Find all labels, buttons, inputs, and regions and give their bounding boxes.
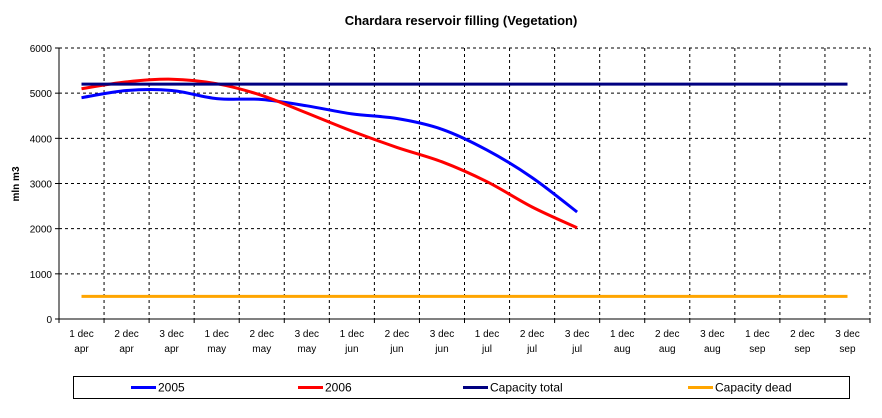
legend-label-2006: 2006 [325, 381, 352, 395]
y-axis-label: mln m3 [11, 166, 22, 201]
x-tick-label: 2 dec may [250, 329, 274, 355]
legend: 2005 2006 Capacity total Capacity dead [73, 376, 850, 399]
y-tick-label: 3000 [30, 180, 53, 191]
x-tick-label: 1 dec may [204, 329, 228, 355]
x-tick-label: 3 dec sep [835, 329, 859, 355]
x-tick-label: 3 dec apr [159, 329, 183, 355]
x-tick-label: 3 dec aug [700, 329, 724, 355]
y-tick-labels: 0 1000 2000 3000 4000 5000 6000 [30, 44, 53, 326]
x-tick-label: 3 dec jun [430, 329, 454, 355]
x-tick-labels: 1 dec apr 2 dec apr 3 dec apr 1 dec may 2 dec may… [69, 329, 859, 355]
x-tick-label: 2 dec apr [114, 329, 138, 355]
y-tick-label: 6000 [30, 44, 53, 55]
legend-label-capacity-total: Capacity total [490, 381, 563, 395]
x-tick-label: 1 dec apr [69, 329, 93, 355]
series-line-2006 [81, 77, 578, 230]
y-tick-label: 4000 [30, 134, 53, 145]
axes [55, 47, 871, 323]
x-tick-label: 2 dec aug [655, 329, 679, 355]
x-tick-label: 1 dec jun [340, 329, 364, 355]
x-tick-label: 1 dec jul [475, 329, 499, 355]
x-tick-label: 3 dec jul [565, 329, 589, 355]
legend-box [73, 376, 850, 399]
series-lines [81, 77, 848, 298]
x-tick-label: 1 dec aug [610, 329, 634, 355]
y-tick-label: 0 [46, 315, 52, 326]
legend-label-capacity-dead: Capacity dead [715, 381, 792, 395]
x-tick-label: 2 dec sep [790, 329, 814, 355]
x-tick-label: 1 dec sep [745, 329, 769, 355]
y-tick-label: 5000 [30, 89, 53, 100]
x-tick-label: 2 dec jun [385, 329, 409, 355]
x-tick-label: 2 dec jul [520, 329, 544, 355]
y-tick-label: 1000 [30, 270, 53, 281]
y-tick-label: 2000 [30, 225, 53, 236]
legend-label-2005: 2005 [158, 381, 185, 395]
chart-title: Chardara reservoir filling (Vegetation) [345, 13, 578, 28]
series-line-2005 [81, 88, 579, 214]
x-tick-label: 3 dec may [295, 329, 319, 355]
